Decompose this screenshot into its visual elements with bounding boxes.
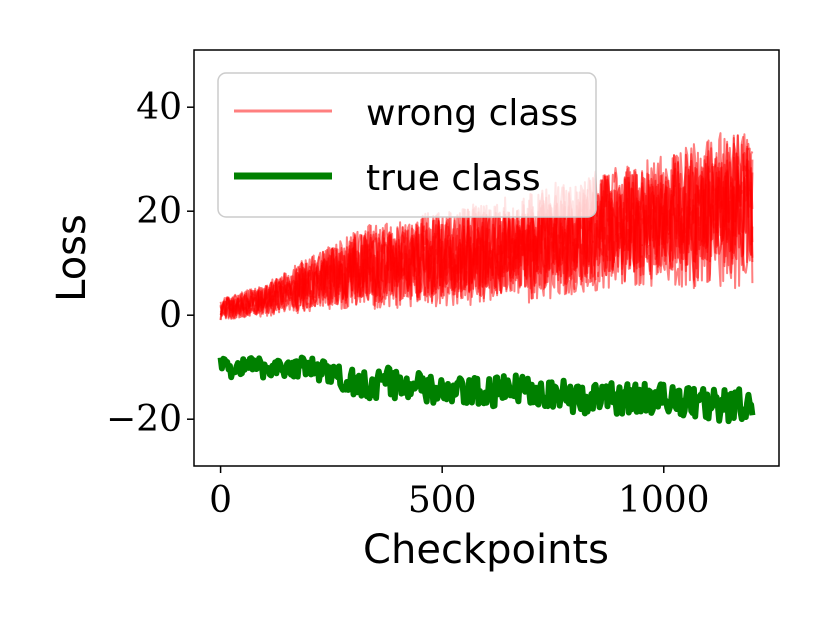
series-line-wrong-class bbox=[219, 133, 754, 320]
y-axis-label: Loss bbox=[49, 214, 95, 302]
legend-box bbox=[217, 72, 597, 218]
x-tick-label: 1000 bbox=[618, 480, 710, 521]
legend-label-wrong-class: wrong class bbox=[366, 93, 578, 134]
y-tick-label: 20 bbox=[136, 191, 182, 232]
series-line-true-class bbox=[217, 354, 756, 425]
legend-label-true-class: true class bbox=[366, 158, 541, 199]
y-tick-label: 40 bbox=[136, 87, 182, 128]
y-tick-label: 0 bbox=[159, 295, 182, 336]
series-line-wrong-class bbox=[219, 159, 754, 319]
legend: wrong class true class bbox=[217, 72, 597, 218]
y-tick-label: −20 bbox=[106, 399, 182, 440]
ticks-layer: 0 500 1000 −20 0 20 40 bbox=[106, 87, 710, 521]
x-tick-label: 500 bbox=[408, 480, 477, 521]
x-tick-label: 0 bbox=[209, 480, 232, 521]
x-axis-label: Checkpoints bbox=[363, 527, 609, 573]
plot-frame bbox=[193, 49, 780, 467]
